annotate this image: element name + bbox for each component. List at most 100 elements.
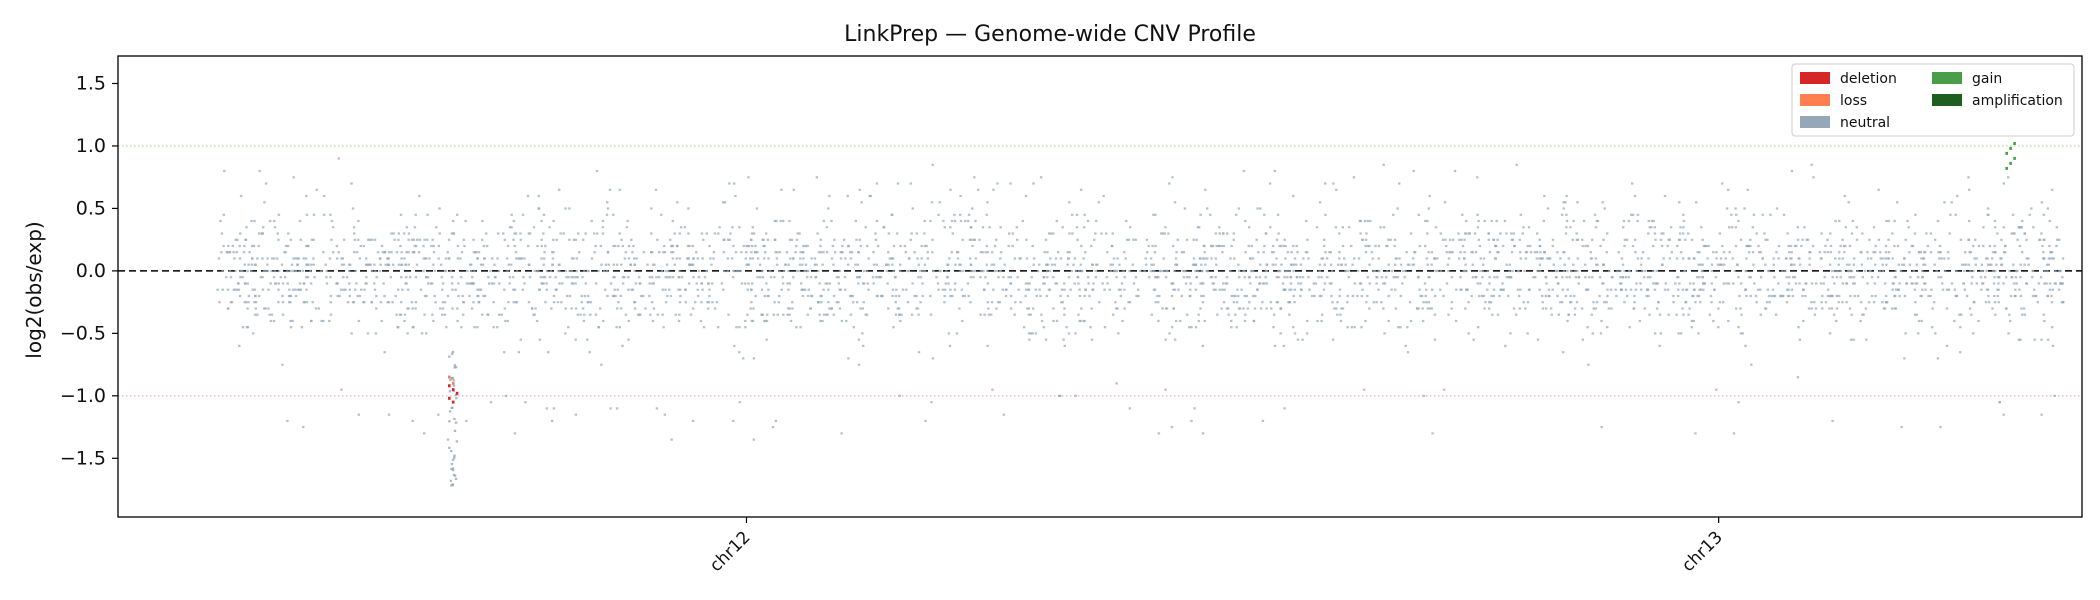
neutral-point — [1420, 294, 1424, 298]
neutral-point — [2061, 257, 2065, 260]
neutral-point — [266, 263, 269, 266]
neutral-point — [756, 257, 760, 260]
neutral-point — [476, 257, 479, 260]
neutral-point — [1507, 294, 1510, 298]
neutral-point — [1200, 263, 1203, 266]
neutral-point — [599, 307, 602, 310]
neutral-point — [1678, 201, 1681, 204]
neutral-point — [1798, 282, 1801, 285]
neutral-point — [849, 251, 852, 254]
neutral-point — [1036, 269, 1040, 273]
neutral-point — [1663, 194, 1667, 198]
neutral-point — [1111, 232, 1114, 235]
neutral-point — [838, 288, 841, 291]
neutral-point — [615, 326, 618, 329]
neutral-point — [784, 263, 787, 266]
deletion-point — [448, 384, 451, 388]
neutral-point — [1066, 263, 1069, 266]
neutral-point — [351, 301, 355, 304]
neutral-point — [967, 213, 971, 216]
neutral-point — [686, 257, 689, 260]
neutral-point — [1961, 263, 1964, 266]
neutral-point — [1063, 282, 1066, 285]
neutral-point — [1722, 301, 1725, 304]
neutral-point — [758, 263, 762, 266]
neutral-point — [1662, 232, 1665, 235]
neutral-point — [1094, 276, 1097, 279]
neutral-point — [948, 257, 951, 260]
neutral-point — [1458, 238, 1461, 241]
neutral-point — [1032, 307, 1035, 310]
neutral-point — [1094, 232, 1097, 235]
neutral-point — [638, 282, 641, 285]
neutral-point — [1841, 301, 1844, 304]
neutral-point — [834, 251, 837, 254]
neutral-point — [1565, 194, 1568, 198]
neutral-point — [1649, 276, 1652, 279]
neutral-point — [1826, 251, 1829, 254]
neutral-point — [948, 344, 952, 347]
neutral-point — [1757, 251, 1761, 254]
neutral-point — [919, 301, 922, 304]
neutral-point — [1426, 219, 1429, 223]
neutral-point — [1693, 257, 1696, 260]
neutral-point — [253, 219, 256, 223]
neutral-point — [1702, 282, 1705, 285]
neutral-point — [325, 282, 329, 285]
neutral-point — [792, 257, 795, 260]
neutral-point — [460, 276, 463, 279]
neutral-point — [1249, 282, 1252, 285]
neutral-point — [782, 269, 786, 273]
neutral-point — [678, 232, 681, 235]
neutral-point — [1921, 276, 1924, 279]
neutral-point — [1083, 226, 1086, 229]
neutral-point — [874, 232, 877, 235]
neutral-point — [269, 282, 272, 285]
neutral-point — [905, 288, 908, 291]
neutral-point — [963, 219, 967, 223]
neutral-point — [1915, 313, 1918, 316]
neutral-point — [1575, 301, 1579, 304]
neutral-point — [777, 301, 780, 304]
neutral-point — [1699, 263, 1703, 266]
neutral-point — [540, 257, 543, 260]
neutral-point — [1581, 338, 1584, 341]
neutral-point — [222, 213, 226, 216]
neutral-point — [1034, 288, 1037, 291]
neutral-point — [2050, 301, 2054, 304]
neutral-point — [1852, 257, 1856, 260]
neutral-point — [1147, 244, 1150, 248]
neutral-point — [2000, 238, 2003, 241]
neutral-point — [1022, 326, 1026, 329]
neutral-point — [329, 294, 332, 298]
neutral-point — [1314, 282, 1317, 285]
neutral-point — [1565, 219, 1569, 223]
neutral-point — [483, 294, 487, 298]
neutral-point — [2000, 257, 2003, 260]
neutral-point — [1060, 301, 1063, 304]
neutral-point — [281, 282, 285, 285]
neutral-point — [1646, 276, 1650, 279]
neutral-point — [1838, 257, 1841, 260]
neutral-point — [1539, 251, 1542, 254]
neutral-point — [1837, 269, 1840, 273]
neutral-point — [250, 244, 254, 248]
neutral-point — [1896, 244, 1900, 248]
neutral-point — [729, 232, 732, 235]
neutral-point — [261, 276, 264, 279]
neutral-point — [408, 276, 412, 279]
neutral-point — [1356, 294, 1359, 298]
neutral-point — [1212, 288, 1215, 291]
neutral-point — [1080, 244, 1083, 248]
neutral-point — [1502, 288, 1505, 291]
neutral-point — [1829, 232, 1832, 235]
neutral-point — [1135, 294, 1138, 298]
neutral-point — [1431, 288, 1434, 291]
neutral-point — [866, 244, 869, 248]
neutral-point — [678, 269, 681, 273]
neutral-point — [1328, 282, 1332, 285]
neutral-point — [292, 257, 295, 260]
neutral-point — [1082, 319, 1085, 323]
neutral-point — [510, 226, 513, 229]
neutral-point — [1884, 244, 1888, 248]
